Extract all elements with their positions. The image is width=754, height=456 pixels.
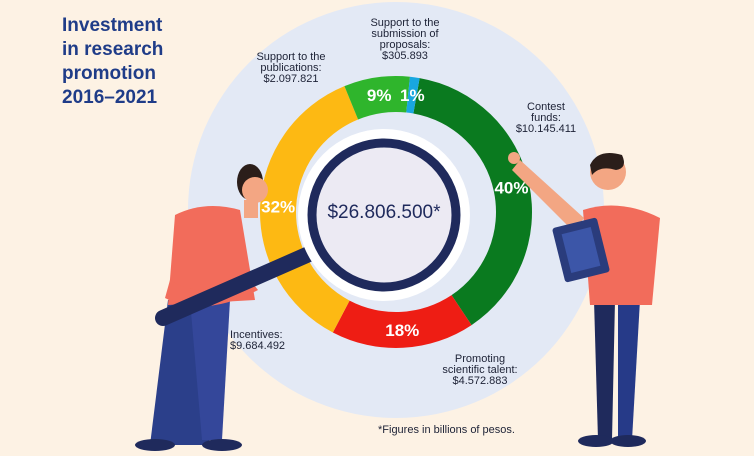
percent-label-talent: 18% [385,321,419,340]
title-line-4: 2016–2021 [62,87,158,108]
label-contest: Contest funds: $10.145.411 [508,102,584,135]
value-incentives: $9.684.492 [230,340,286,352]
label-publications: Support to the publications: $2.097.821 [243,52,339,85]
label-talent: Promoting scientific talent: $4.572.883 [430,354,530,387]
percent-labels: 40% 18% 32% 9% 1% [261,86,528,340]
magnifier-handle [155,242,326,326]
title-line-2: in research [62,39,164,60]
percent-label-incentives: 32% [261,197,295,216]
percent-label-publications: 9% [367,86,392,105]
slice-contest [413,78,533,326]
slice-talent [332,295,472,348]
total-amount: $26.806.500* [327,202,441,223]
value-talent: $4.572.883 [452,375,508,387]
person-right-illustration [508,152,660,447]
percent-label-contest: 40% [494,179,528,198]
magnifier-lens [298,129,470,301]
percent-label-proposals: 1% [400,86,425,105]
value-proposals: $305.893 [382,50,428,62]
footnote: *Figures in billions of pesos. [378,424,515,436]
title: Investment in research promotion 2016–20… [62,14,222,110]
slice-proposals [406,76,420,114]
value-contest: $10.145.411 [515,123,577,135]
label-incentives: Incentives: $9.684.492 [230,330,300,352]
slice-publications [344,76,410,120]
label-proposals: Support to the submission of proposals: … [360,18,450,62]
title-line-1: Investment [62,15,163,36]
title-line-3: promotion [62,63,156,84]
value-publications: $2.097.821 [263,73,319,85]
